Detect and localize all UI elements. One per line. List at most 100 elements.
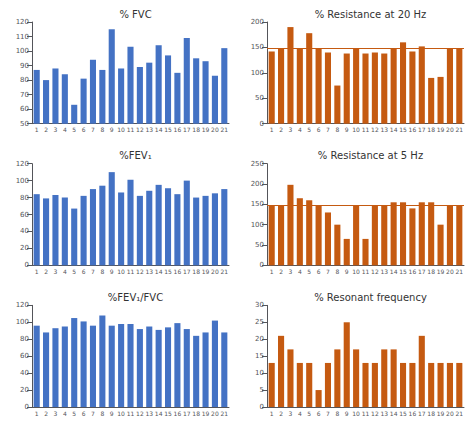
svg-text:11: 11 <box>127 126 135 133</box>
svg-text:8: 8 <box>100 268 104 275</box>
svg-text:4: 4 <box>298 410 302 417</box>
svg-text:2: 2 <box>44 126 48 133</box>
svg-text:14: 14 <box>390 126 398 133</box>
svg-text:17: 17 <box>418 126 426 133</box>
svg-text:16: 16 <box>174 126 182 133</box>
svg-text:21: 21 <box>455 126 463 133</box>
svg-text:120: 120 <box>16 160 29 168</box>
svg-text:15: 15 <box>399 410 407 417</box>
svg-text:50: 50 <box>255 241 264 249</box>
svg-text:11: 11 <box>127 410 135 417</box>
svg-text:20: 20 <box>211 410 219 417</box>
svg-text:16: 16 <box>174 268 182 275</box>
svg-text:16: 16 <box>409 126 417 133</box>
svg-text:4: 4 <box>298 126 302 133</box>
svg-text:250: 250 <box>251 160 264 168</box>
svg-text:18: 18 <box>427 126 435 133</box>
svg-text:2: 2 <box>279 410 283 417</box>
svg-text:7: 7 <box>326 268 330 275</box>
svg-text:16: 16 <box>409 268 417 275</box>
svg-text:14: 14 <box>390 268 398 275</box>
svg-text:8: 8 <box>335 268 339 275</box>
svg-text:21: 21 <box>220 268 228 275</box>
svg-text:21: 21 <box>220 410 228 417</box>
svg-text:13: 13 <box>380 126 388 133</box>
svg-text:21: 21 <box>220 126 228 133</box>
svg-text:6: 6 <box>82 268 86 275</box>
svg-text:20: 20 <box>211 268 219 275</box>
svg-text:60: 60 <box>20 211 29 219</box>
svg-text:17: 17 <box>418 410 426 417</box>
svg-text:16: 16 <box>174 410 182 417</box>
svg-text:17: 17 <box>183 126 191 133</box>
svg-text:14: 14 <box>155 268 163 275</box>
svg-text:12: 12 <box>136 268 144 275</box>
svg-text:14: 14 <box>390 410 398 417</box>
svg-text:19: 19 <box>202 410 210 417</box>
svg-text:4: 4 <box>63 410 67 417</box>
svg-text:% FVC: % FVC <box>119 9 151 20</box>
svg-text:18: 18 <box>427 410 435 417</box>
svg-text:6: 6 <box>317 126 321 133</box>
svg-text:10: 10 <box>352 268 360 275</box>
svg-text:1: 1 <box>270 268 274 275</box>
svg-text:6: 6 <box>82 410 86 417</box>
svg-text:19: 19 <box>202 268 210 275</box>
svg-text:15: 15 <box>399 126 407 133</box>
svg-text:% Resistance at 20 Hz: % Resistance at 20 Hz <box>315 9 427 20</box>
svg-text:5: 5 <box>307 126 311 133</box>
svg-text:6: 6 <box>317 410 321 417</box>
svg-text:5: 5 <box>307 410 311 417</box>
svg-text:12: 12 <box>136 410 144 417</box>
svg-text:3: 3 <box>54 410 58 417</box>
svg-text:110: 110 <box>16 33 29 41</box>
svg-text:100: 100 <box>251 221 264 229</box>
svg-text:7: 7 <box>326 410 330 417</box>
svg-text:1: 1 <box>270 410 274 417</box>
svg-text:7: 7 <box>91 268 95 275</box>
svg-text:8: 8 <box>335 410 339 417</box>
svg-text:7: 7 <box>326 126 330 133</box>
svg-text:0: 0 <box>260 120 264 128</box>
svg-text:21: 21 <box>455 268 463 275</box>
svg-text:100: 100 <box>16 177 29 185</box>
svg-text:18: 18 <box>192 410 200 417</box>
svg-text:40: 40 <box>20 227 29 235</box>
svg-text:13: 13 <box>145 126 153 133</box>
svg-text:4: 4 <box>63 126 67 133</box>
svg-text:19: 19 <box>202 126 210 133</box>
svg-text:10: 10 <box>117 410 125 417</box>
svg-text:14: 14 <box>155 126 163 133</box>
svg-text:14: 14 <box>155 410 163 417</box>
svg-text:15: 15 <box>164 126 172 133</box>
svg-text:3: 3 <box>54 126 58 133</box>
svg-text:100: 100 <box>16 47 29 55</box>
svg-text:1: 1 <box>35 126 39 133</box>
svg-text:12: 12 <box>371 268 379 275</box>
svg-text:15: 15 <box>164 268 172 275</box>
svg-text:6: 6 <box>317 268 321 275</box>
svg-text:20: 20 <box>20 244 29 252</box>
svg-text:5: 5 <box>260 386 264 394</box>
svg-text:9: 9 <box>345 410 349 417</box>
svg-text:100: 100 <box>16 318 29 326</box>
svg-text:%FEV₁/FVC: %FEV₁/FVC <box>108 292 163 303</box>
svg-text:120: 120 <box>16 301 29 309</box>
svg-text:10: 10 <box>117 268 125 275</box>
svg-text:15: 15 <box>164 410 172 417</box>
svg-text:80: 80 <box>20 76 29 84</box>
svg-text:5: 5 <box>72 126 76 133</box>
svg-text:20: 20 <box>446 410 454 417</box>
svg-text:20: 20 <box>211 126 219 133</box>
svg-text:10: 10 <box>352 126 360 133</box>
svg-text:8: 8 <box>100 410 104 417</box>
svg-text:5: 5 <box>307 268 311 275</box>
svg-text:60: 60 <box>20 105 29 113</box>
svg-text:% Resonant frequency: % Resonant frequency <box>314 292 427 303</box>
svg-text:8: 8 <box>335 126 339 133</box>
svg-text:11: 11 <box>362 126 370 133</box>
svg-text:11: 11 <box>362 410 370 417</box>
svg-text:12: 12 <box>371 126 379 133</box>
svg-text:10: 10 <box>255 369 264 377</box>
svg-text:9: 9 <box>110 268 114 275</box>
